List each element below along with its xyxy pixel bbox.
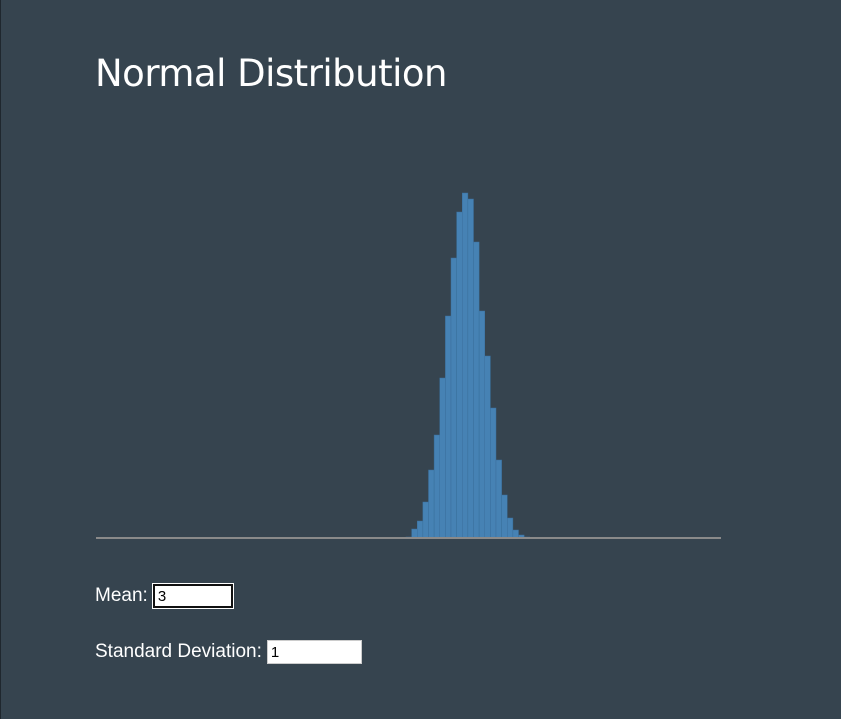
bar — [512, 529, 519, 539]
bar — [484, 355, 491, 539]
bar — [439, 377, 446, 539]
bar — [478, 310, 485, 539]
sd-control: Standard Deviation: — [95, 640, 362, 664]
bar — [467, 198, 474, 539]
bar — [495, 459, 502, 539]
control-label: Standard Deviation: — [95, 641, 262, 662]
bar — [473, 241, 480, 539]
mean-control: Mean: — [95, 583, 234, 609]
bar — [411, 528, 418, 539]
sd-input[interactable] — [266, 640, 362, 664]
bar — [433, 434, 440, 539]
mean-input[interactable] — [151, 583, 234, 609]
bar — [445, 315, 452, 539]
bar — [422, 501, 429, 539]
bar — [456, 211, 463, 539]
bar — [507, 517, 514, 539]
page-title: Normal Distribution — [95, 52, 448, 95]
control-label: Mean: — [95, 585, 148, 606]
bar — [450, 257, 457, 539]
bar — [490, 407, 497, 539]
bar — [428, 469, 435, 539]
bar — [417, 520, 424, 539]
bar — [462, 192, 469, 539]
bar — [501, 494, 508, 539]
